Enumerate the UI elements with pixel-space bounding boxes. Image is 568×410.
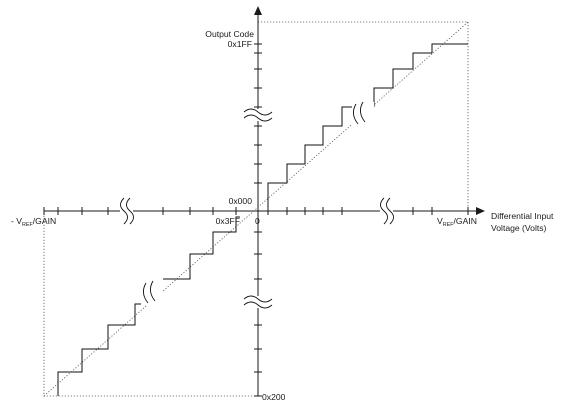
x-axis-break-left bbox=[120, 196, 134, 225]
pos-vref-prefix: V bbox=[437, 216, 443, 226]
staircase-break-lower bbox=[141, 280, 163, 305]
x-axis-arrowhead bbox=[476, 207, 485, 215]
neg-vref-prefix: - V bbox=[11, 216, 22, 226]
origin-label: 0 bbox=[255, 216, 260, 226]
neg-vref-suffix: /GAIN bbox=[33, 216, 56, 226]
x-axis-ticks bbox=[43, 207, 469, 215]
x-axis-title-line1: Differential Input bbox=[491, 211, 554, 221]
y-axis-arrowhead bbox=[254, 6, 262, 15]
staircase-break-upper bbox=[352, 101, 374, 126]
pos-vref-subscript: REF bbox=[443, 222, 454, 228]
x-axis-break-right bbox=[380, 196, 394, 225]
neg-vref-gain-label: - VREF/GAIN bbox=[11, 216, 56, 228]
pos-vref-gain-label: VREF/GAIN bbox=[437, 216, 477, 228]
pos-vref-suffix: /GAIN bbox=[454, 216, 477, 226]
y-axis-break-lower bbox=[243, 295, 273, 309]
code-min-label: 0x200 bbox=[262, 392, 286, 402]
output-staircase-upper bbox=[267, 106, 352, 211]
code-zero-label: 0x000 bbox=[229, 196, 253, 206]
x-axis-title-line2: Voltage (Volts) bbox=[491, 223, 547, 233]
code-minus-one-label: 0x3FF bbox=[216, 216, 240, 226]
y-axis-break-upper bbox=[243, 108, 273, 122]
y-axis-title: Output Code bbox=[205, 29, 254, 39]
code-max-label: 0x1FF bbox=[228, 39, 252, 49]
output-staircase-upper-2 bbox=[373, 43, 468, 107]
y-axis-ticks-upper bbox=[254, 43, 262, 184]
output-staircase-lower-2 bbox=[163, 216, 240, 280]
neg-vref-subscript: REF bbox=[22, 222, 33, 228]
ideal-transfer-line bbox=[43, 21, 469, 397]
output-staircase-lower bbox=[57, 303, 143, 396]
